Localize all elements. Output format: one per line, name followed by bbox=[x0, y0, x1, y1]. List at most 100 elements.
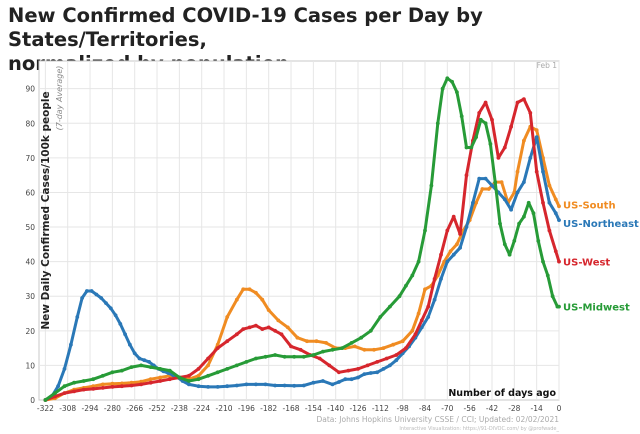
data-point-us-northeast bbox=[394, 358, 399, 363]
x-tick-label: -84 bbox=[419, 404, 431, 413]
data-point-us-west bbox=[365, 363, 370, 368]
data-point-us-south bbox=[557, 204, 561, 209]
data-point-us-south bbox=[400, 339, 405, 344]
data-point-us-midwest bbox=[435, 121, 440, 126]
data-point-us-west bbox=[215, 346, 220, 350]
data-point-us-northeast bbox=[113, 313, 118, 318]
data-point-us-west bbox=[413, 332, 418, 337]
data-point-us-northeast bbox=[104, 301, 108, 305]
data-point-us-midwest bbox=[139, 363, 144, 368]
data-point-us-midwest bbox=[292, 354, 297, 359]
data-point-us-northeast bbox=[362, 372, 367, 376]
data-point-us-midwest bbox=[545, 273, 550, 278]
x-tick-label: -224 bbox=[193, 404, 210, 413]
data-point-us-west bbox=[241, 327, 246, 331]
data-point-us-midwest bbox=[483, 121, 488, 126]
data-point-us-south bbox=[254, 290, 258, 295]
data-point-us-northeast bbox=[458, 245, 462, 250]
data-point-us-midwest bbox=[234, 363, 239, 368]
data-point-us-west bbox=[534, 169, 539, 174]
data-point-us-south bbox=[305, 339, 309, 344]
data-point-us-south bbox=[241, 287, 246, 292]
data-point-us-midwest bbox=[187, 379, 191, 383]
data-point-us-northeast bbox=[330, 382, 335, 387]
data-point-us-midwest bbox=[429, 183, 434, 188]
data-point-us-northeast bbox=[263, 382, 268, 387]
data-point-us-midwest bbox=[110, 370, 115, 375]
data-point-us-northeast bbox=[108, 306, 113, 311]
data-point-us-midwest bbox=[330, 347, 335, 352]
x-tick-label: -56 bbox=[464, 404, 476, 413]
data-point-us-west bbox=[225, 339, 230, 344]
data-point-us-midwest bbox=[311, 353, 316, 357]
data-point-us-northeast bbox=[381, 367, 386, 371]
data-point-us-west bbox=[196, 367, 201, 371]
data-point-us-midwest bbox=[225, 367, 230, 371]
data-point-us-midwest bbox=[416, 259, 421, 264]
x-tick-label: -294 bbox=[82, 404, 99, 413]
data-point-us-west bbox=[110, 385, 115, 389]
data-point-us-west bbox=[541, 200, 545, 205]
data-point-us-west bbox=[483, 100, 488, 105]
y-tick-label: 30 bbox=[25, 292, 35, 301]
data-point-us-midwest bbox=[72, 380, 76, 385]
data-point-us-south bbox=[410, 328, 415, 333]
data-point-us-northeast bbox=[99, 296, 104, 300]
x-tick-label: -238 bbox=[171, 404, 188, 413]
credit-note: Interactive Visualization: https://91-DI… bbox=[399, 426, 559, 432]
data-point-us-northeast bbox=[553, 211, 558, 216]
data-point-us-midwest bbox=[167, 368, 172, 373]
data-point-us-south bbox=[225, 315, 230, 319]
data-point-us-northeast bbox=[292, 383, 297, 388]
data-point-us-northeast bbox=[137, 356, 142, 361]
data-point-us-west bbox=[120, 384, 124, 389]
data-point-us-south bbox=[512, 190, 517, 195]
data-point-us-west bbox=[317, 356, 322, 361]
data-point-us-northeast bbox=[515, 190, 520, 195]
x-axis-label: Number of days ago bbox=[448, 388, 556, 399]
data-point-us-midwest bbox=[282, 354, 287, 359]
data-point-us-northeast bbox=[502, 197, 507, 202]
data-point-us-midwest bbox=[100, 373, 105, 378]
data-point-us-midwest bbox=[455, 90, 459, 94]
data-point-us-south bbox=[139, 379, 144, 384]
data-point-us-midwest bbox=[148, 365, 153, 369]
data-point-us-south bbox=[362, 347, 367, 352]
x-tick-label: -28 bbox=[508, 404, 520, 413]
data-point-us-midwest bbox=[273, 353, 277, 357]
x-tick-label: 0 bbox=[557, 404, 562, 413]
data-point-us-south bbox=[285, 325, 290, 330]
data-point-us-midwest bbox=[445, 76, 450, 81]
data-point-us-northeast bbox=[244, 382, 249, 387]
data-point-us-west bbox=[451, 214, 456, 219]
data-point-us-midwest bbox=[53, 391, 57, 395]
y-tick-label: 70 bbox=[25, 154, 35, 163]
chart-title-line-1: New Confirmed COVID-19 Cases per Day by … bbox=[8, 4, 483, 51]
data-point-us-south bbox=[499, 180, 504, 185]
y-tick-label: 10 bbox=[25, 361, 35, 370]
x-tick-label: -154 bbox=[305, 404, 322, 413]
data-point-us-northeast bbox=[356, 375, 360, 380]
data-point-us-northeast bbox=[541, 169, 545, 174]
data-point-us-midwest bbox=[502, 242, 507, 247]
data-point-us-west bbox=[557, 259, 561, 264]
data-point-us-northeast bbox=[522, 180, 526, 185]
data-point-us-midwest bbox=[81, 379, 86, 383]
y-tick-label: 50 bbox=[25, 223, 35, 232]
data-point-us-midwest bbox=[517, 221, 521, 226]
data-point-us-northeast bbox=[432, 297, 437, 302]
data-point-us-northeast bbox=[85, 289, 89, 293]
data-point-us-northeast bbox=[187, 382, 191, 387]
x-tick-label: -42 bbox=[486, 404, 498, 413]
data-point-us-west bbox=[432, 277, 437, 281]
data-point-us-northeast bbox=[375, 370, 380, 375]
data-point-us-west bbox=[234, 332, 239, 337]
data-point-us-west bbox=[522, 97, 526, 101]
data-point-us-west bbox=[426, 304, 431, 309]
data-point-us-west bbox=[148, 380, 153, 385]
data-point-us-south bbox=[455, 242, 459, 247]
data-point-us-west bbox=[187, 373, 191, 378]
data-point-us-midwest bbox=[301, 354, 306, 359]
data-point-us-northeast bbox=[273, 383, 277, 388]
x-tick-label: -14 bbox=[531, 404, 543, 413]
